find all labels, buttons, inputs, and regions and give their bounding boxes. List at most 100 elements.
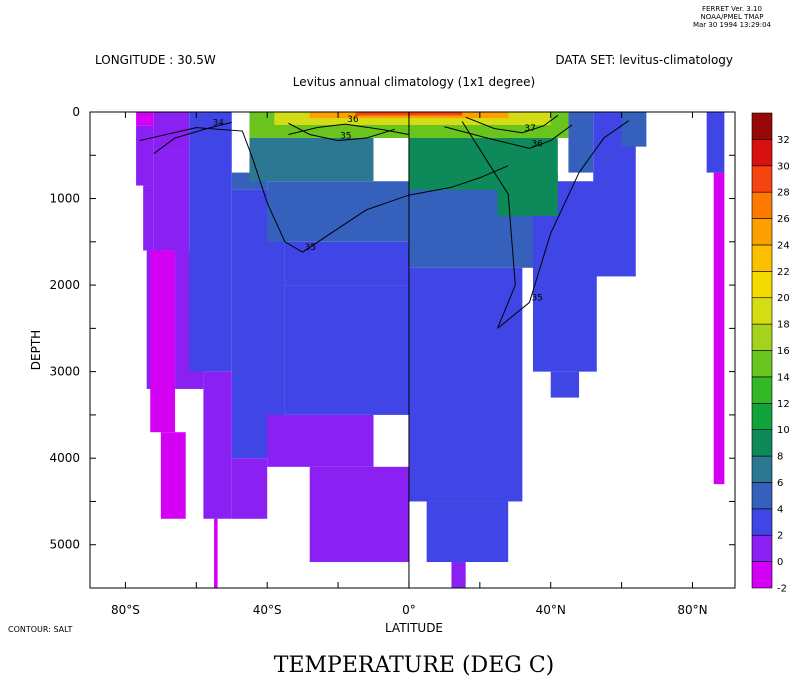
heatmap-cell (713, 172, 725, 485)
contour-note: CONTOUR: SALT (8, 625, 73, 634)
dataset-label: DATA SET: levitus-climatology (555, 53, 733, 67)
heatmap-cell (160, 432, 186, 519)
y-tick-label: 0 (72, 105, 80, 119)
colorbar-swatch (751, 218, 773, 246)
heatmap-cell (136, 125, 154, 186)
colorbar-label: 14 (777, 372, 790, 383)
plot-area: 34 35 35 35 36 36 37 80°S 40°S 0° 40°N 80°N 0 1000 20… (49, 105, 736, 617)
contour-label: 35 (305, 243, 316, 253)
contour-label: 34 (212, 119, 224, 129)
heatmap-cell (497, 172, 558, 216)
y-tick-label: 1000 (49, 192, 80, 206)
colorbar-label: 24 (777, 240, 790, 251)
axis-ticks: 80°S 40°S 0° 40°N 80°N 0 1000 2000 3000 4000 5000 (49, 105, 735, 617)
colorbar-label: 16 (777, 346, 790, 357)
colorbar-swatch (751, 561, 773, 589)
x-tick-label: 80°S (111, 603, 140, 617)
heatmap-cell (203, 371, 232, 519)
heatmap-cell (426, 501, 509, 563)
y-tick-label: 3000 (49, 365, 80, 379)
y-tick-label: 5000 (49, 538, 80, 552)
y-tick-label: 4000 (49, 451, 80, 465)
colorbar-swatch (751, 191, 773, 219)
colorbar-label: 32 (777, 135, 790, 146)
y-tick-label: 2000 (49, 278, 80, 292)
salinity-contours: 34 35 35 35 36 36 37 (139, 115, 629, 329)
contour-line (153, 121, 232, 154)
heatmap-cell (309, 466, 409, 563)
contour-line (139, 127, 509, 253)
colorbar-swatch (751, 112, 773, 140)
contour-label: 35 (531, 293, 542, 303)
colorbar-label: 26 (777, 214, 790, 225)
heatmap-cell (284, 241, 409, 286)
colorbar-swatch (751, 297, 773, 325)
heatmap-cell (143, 185, 154, 251)
heatmap-cell (284, 285, 409, 415)
ferret-date-stamp: Mar 30 1994 13:29:04 (693, 21, 772, 29)
ferret-version-stamp: FERRET Ver. 3.10 (702, 5, 762, 13)
heatmap-cell (153, 112, 190, 151)
colorbar-swatch (751, 376, 773, 404)
heatmap-cell (267, 414, 374, 467)
chart-subtitle: Levitus annual climatology (1x1 degree) (293, 75, 536, 89)
colorbar-label: 0 (777, 557, 783, 568)
heatmap-cell (451, 562, 466, 588)
colorbar-label: -2 (777, 584, 787, 595)
colorbar-swatch (751, 165, 773, 193)
colorbar-label: 30 (777, 161, 790, 172)
heatmap-cell (706, 112, 725, 173)
heatmap-cell (568, 112, 594, 173)
chart-title: TEMPERATURE (DEG C) (274, 653, 554, 678)
x-tick-label: 0° (402, 603, 416, 617)
colorbar-label: 8 (777, 452, 783, 463)
heatmap-cell (214, 518, 218, 588)
colorbar-label: 6 (777, 478, 783, 489)
colorbar-label: 18 (777, 320, 790, 331)
colorbar-swatch (751, 482, 773, 510)
colorbar-swatch (751, 350, 773, 378)
heatmap-cell (621, 112, 647, 147)
colorbar-label: 22 (777, 267, 790, 278)
colorbar-swatch (751, 508, 773, 536)
heatmap-cell (150, 250, 176, 433)
contour-label: 36 (347, 115, 359, 125)
contour-label: 37 (524, 124, 535, 134)
contour-label: 36 (531, 139, 543, 149)
colorbar-label: 20 (777, 293, 790, 304)
colorbar-label: 12 (777, 399, 790, 410)
x-axis-title: LATITUDE (385, 621, 443, 635)
heatmap-cell (550, 371, 580, 398)
heatmap-cell (189, 112, 232, 372)
colorbar-swatch (751, 429, 773, 457)
heatmap-cell (408, 267, 523, 502)
colorbar-swatch (751, 271, 773, 299)
x-tick-label: 80°N (677, 603, 707, 617)
colorbar-swatch (751, 323, 773, 351)
contour-line (461, 120, 629, 329)
ferret-org-stamp: NOAA/PMEL TMAP (701, 13, 764, 21)
colorbar-label: 10 (777, 425, 790, 436)
colorbar-swatch (751, 244, 773, 272)
heatmap-cell (231, 458, 268, 519)
colorbar-label: 2 (777, 531, 783, 542)
heatmap-cell (267, 181, 409, 242)
plot-frame (89, 111, 736, 589)
longitude-label: LONGITUDE : 30.5W (95, 53, 216, 67)
y-axis-title: DEPTH (29, 330, 43, 370)
heatmap-cell (153, 150, 190, 251)
colorbar-swatch (751, 455, 773, 483)
x-tick-label: 40°S (253, 603, 282, 617)
heatmap-cell (136, 112, 154, 126)
colorbar-label: 4 (777, 504, 783, 515)
contour-line (288, 123, 410, 135)
colorbar-swatch (751, 534, 773, 562)
colorbar-label: 28 (777, 188, 790, 199)
heatmap-cell (249, 137, 374, 182)
colorbar-swatch (751, 139, 773, 167)
x-tick-label: 40°N (536, 603, 566, 617)
colorbar-swatch (751, 402, 773, 430)
contour-line (465, 115, 559, 134)
